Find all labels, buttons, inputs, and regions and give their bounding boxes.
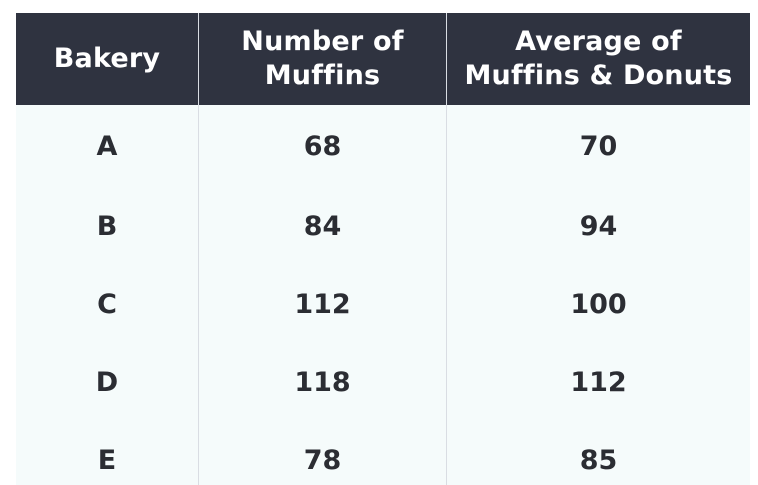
table-header: Bakery Number of Muffins Average of Muff… bbox=[16, 13, 750, 105]
table-cell-average: 94 bbox=[446, 187, 750, 265]
table-row: E 78 85 bbox=[16, 421, 750, 485]
header-number-of-muffins: Number of Muffins bbox=[198, 13, 446, 105]
table-cell-muffins: 112 bbox=[198, 265, 446, 343]
table-row: A 68 70 bbox=[16, 105, 750, 187]
table-row: B 84 94 bbox=[16, 187, 750, 265]
table-cell-average: 112 bbox=[446, 343, 750, 421]
table-cell-bakery: C bbox=[97, 288, 117, 320]
table-cell-average: 85 bbox=[446, 421, 750, 485]
table-cell-bakery: B bbox=[96, 210, 118, 242]
header-bakery: Bakery bbox=[53, 43, 161, 74]
header-average-muffins-donuts: Average of Muffins & Donuts bbox=[446, 13, 750, 105]
table-cell-bakery: D bbox=[95, 366, 119, 398]
table-row: D 118 112 bbox=[16, 343, 750, 421]
table-cell-muffins: 84 bbox=[198, 187, 446, 265]
table-cell-bakery: A bbox=[96, 130, 118, 162]
table-body: A 68 70 B 84 94 C 112 100 D 118 112 E 78 bbox=[16, 105, 750, 485]
table-cell-muffins: 78 bbox=[198, 421, 446, 485]
table-cell-average: 70 bbox=[446, 105, 750, 187]
table-cell-average: 100 bbox=[446, 265, 750, 343]
table-cell-muffins: 68 bbox=[198, 105, 446, 187]
data-table: Bakery Number of Muffins Average of Muff… bbox=[16, 13, 750, 485]
table-cell-muffins: 118 bbox=[198, 343, 446, 421]
table-cell-bakery: E bbox=[97, 444, 117, 476]
table-row: C 112 100 bbox=[16, 265, 750, 343]
